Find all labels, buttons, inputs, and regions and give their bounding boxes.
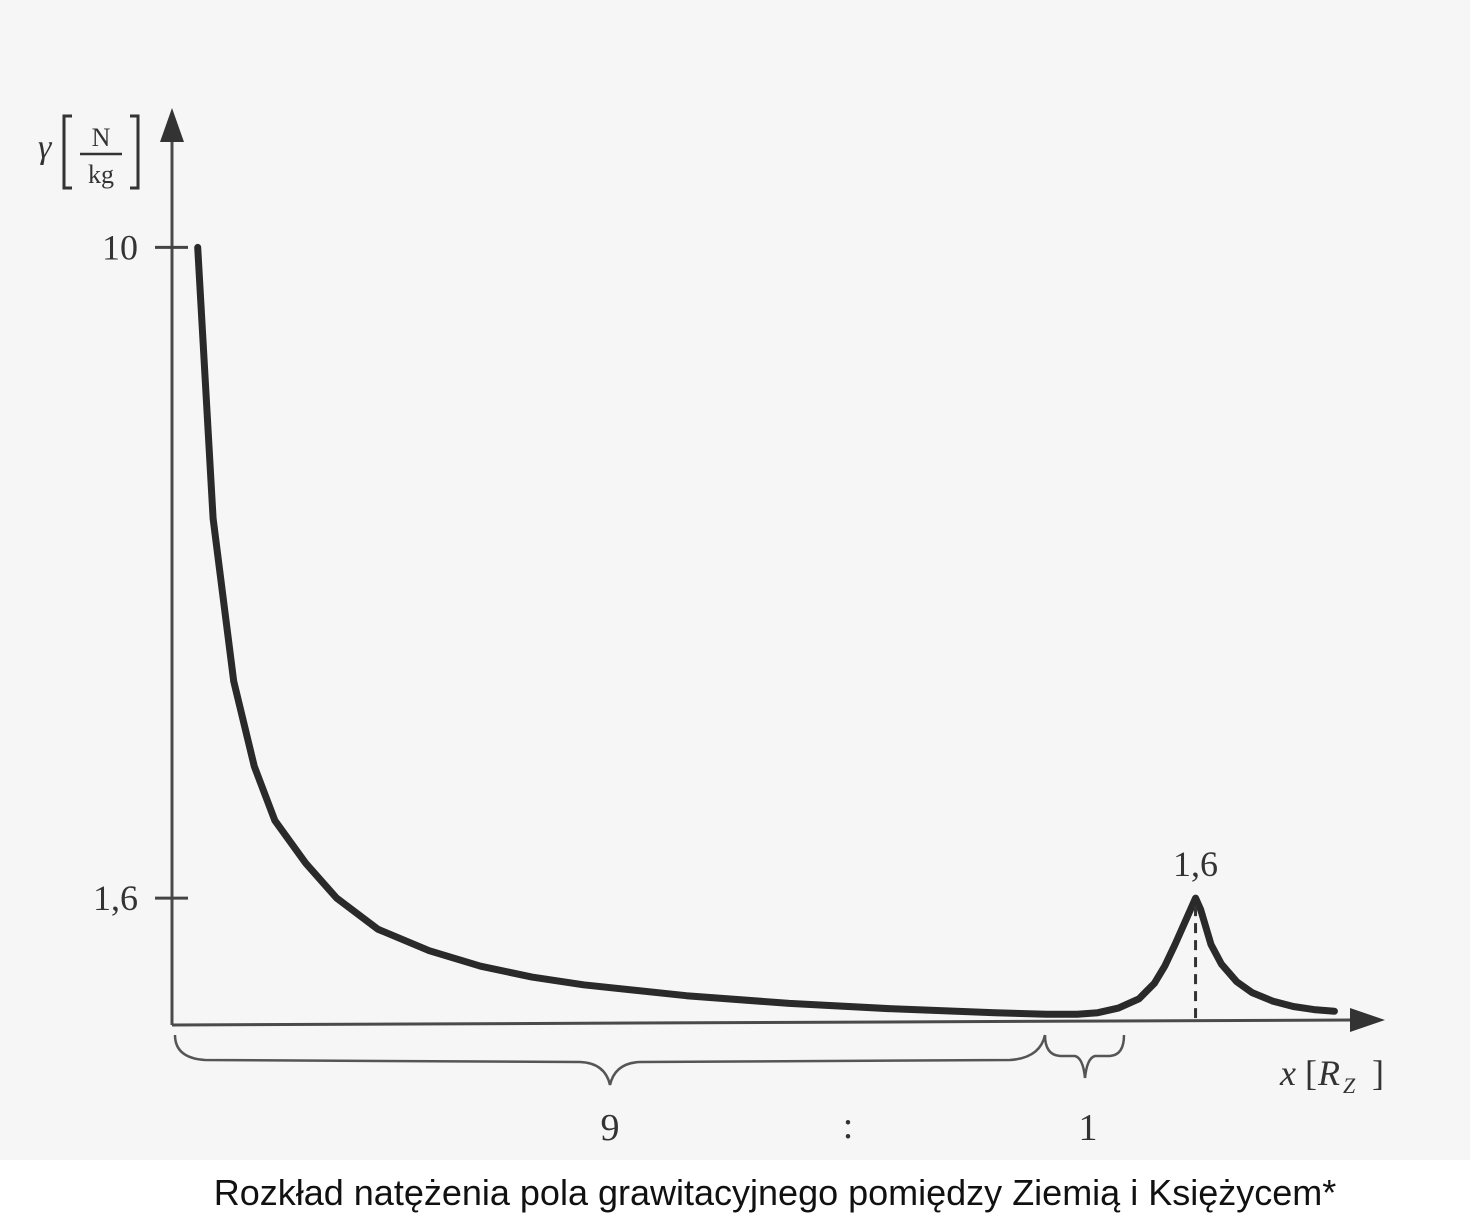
ratio-brace-small [1043,1034,1126,1079]
y-unit-numerator: N [92,123,111,152]
y-unit-bracket-right [130,114,140,190]
field-strength-curve [194,243,1338,1018]
x-axis [171,1018,1356,1027]
y-tick-label-10: 10 [102,227,138,267]
figure-caption: Rozkład natężenia pola grawitacyjnego po… [213,1172,1337,1213]
y-tick-label-1-6: 1,6 [93,878,138,918]
y-axis-arrow-icon [160,108,184,142]
y-unit-denominator: kg [88,160,114,189]
x-unit-close-bracket: ] [1372,1053,1384,1093]
x-axis-symbol: x [1279,1053,1296,1093]
x-unit-subscript: Z [1343,1073,1356,1098]
y-ticks: 10 1,6 [93,227,188,918]
peak-label: 1,6 [1173,844,1218,884]
y-axis-symbol: γ [38,129,53,166]
gravity-field-chart: γ N kg x [ R Z ] 10 1,6 1,6 9 : 1 [38,108,1385,1149]
ratio-separator: : [843,1105,854,1147]
ratio-brace-large [173,1034,1047,1086]
x-unit-open-bracket: [ [1305,1053,1317,1093]
ratio-left-value: 9 [601,1107,620,1149]
x-unit-symbol: R [1317,1053,1340,1093]
chart-figure: γ N kg x [ R Z ] 10 1,6 1,6 9 : 1 [38,108,1385,1149]
ratio-right-value: 1 [1079,1107,1098,1149]
x-axis-arrow-icon [1350,1008,1385,1032]
y-unit-bracket-left [62,114,72,190]
